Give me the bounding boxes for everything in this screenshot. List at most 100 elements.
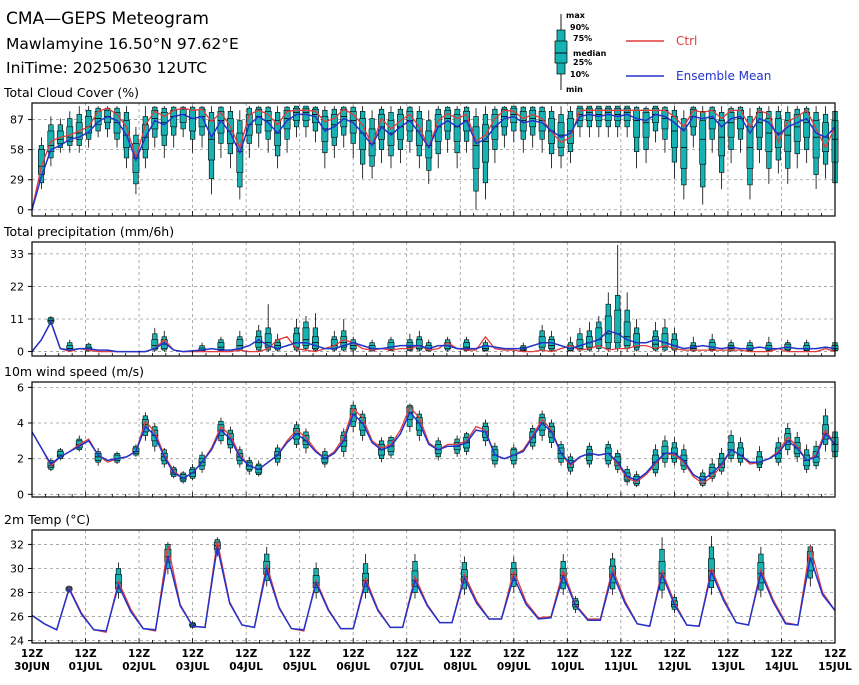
box-inner <box>472 126 480 169</box>
ensemble-mean-line <box>31 546 836 632</box>
ensemble-box <box>585 321 593 352</box>
y-tick-label: 11 <box>10 313 24 326</box>
box-inner <box>642 112 650 138</box>
x-tick-hour: 12Z <box>503 648 526 660</box>
box-inner <box>680 128 688 169</box>
ensemble-box <box>255 106 263 148</box>
ensemble-box <box>38 137 45 190</box>
box-inner <box>661 109 669 130</box>
y-tick-label: 0 <box>17 488 24 501</box>
ensemble-box <box>548 106 555 169</box>
box-inner <box>453 114 461 142</box>
ensemble-box <box>472 108 480 210</box>
x-tick-hour: 12Z <box>663 648 686 660</box>
legend-mean-label: Ensemble Mean <box>676 69 771 83</box>
ensemble-box <box>708 333 716 352</box>
ensemble-box <box>708 106 716 153</box>
panel-frame <box>31 529 836 644</box>
x-tick-date: 04JUL <box>229 661 263 673</box>
y-tick-label: 4 <box>17 417 24 430</box>
ensemble-box <box>567 106 574 164</box>
y-tick-label: 2 <box>17 453 24 466</box>
ensemble-box <box>151 327 159 352</box>
y-tick-label: 28 <box>10 587 24 600</box>
ensemble-box <box>756 446 763 472</box>
ensemble-box <box>415 330 423 352</box>
ctrl-line <box>31 540 836 633</box>
ensemble-box <box>689 336 697 352</box>
x-tick-hour: 12Z <box>770 648 793 660</box>
x-tick-date: 11JUL <box>604 661 638 673</box>
x-tick-date: 01JUL <box>69 661 103 673</box>
legend-box-label: median <box>573 49 607 58</box>
ensemble-box <box>642 106 650 164</box>
box-inner <box>387 342 395 350</box>
ensemble-box <box>463 106 470 153</box>
x-tick-date: 12JUL <box>658 661 692 673</box>
box-inner <box>784 120 792 153</box>
panel-3: 10m wind speed (m/s) 0 2 4 6 <box>4 364 839 501</box>
box-inner <box>510 107 518 123</box>
ctrl-line <box>31 107 836 210</box>
y-tick-label: 32 <box>10 538 24 551</box>
ensemble-box <box>661 435 669 468</box>
ensemble-box <box>737 437 744 466</box>
panel-1: Total Cloud Cover (%) 0 29 58 87 <box>3 85 839 217</box>
ensemble-box <box>510 105 518 143</box>
box-inner <box>293 333 300 348</box>
ensemble-box <box>585 442 593 468</box>
ensemble-box <box>491 106 499 164</box>
x-tick-date: 15JUL <box>818 661 852 673</box>
legend-ctrl-label: Ctrl <box>676 34 697 48</box>
ensemble-box <box>784 106 792 184</box>
box-inner <box>633 109 641 138</box>
ensemble-mean-line <box>31 113 836 211</box>
ensemble-box <box>727 430 735 463</box>
ensemble-box <box>576 327 584 352</box>
ensemble-box <box>179 106 187 138</box>
box-inner <box>85 116 93 134</box>
y-tick-label: 0 <box>17 204 24 217</box>
legend-box-label: 10% <box>570 70 589 79</box>
legend-box-label: max <box>566 11 586 20</box>
ensemble-box <box>746 339 754 352</box>
box-inner <box>217 110 225 134</box>
legend-box-label: 25% <box>573 58 592 67</box>
x-tick-date: 08JUL <box>443 661 477 673</box>
x-tick-date: 30JUN <box>14 661 50 673</box>
x-tick-hour: 12Z <box>610 648 633 660</box>
y-tick-label: 33 <box>10 248 24 261</box>
ensemble-box <box>680 110 688 200</box>
box-inner <box>415 339 423 349</box>
ensemble-box <box>378 106 385 164</box>
x-tick-hour: 12Z <box>289 648 312 660</box>
ensemble-mean-line <box>31 410 836 481</box>
panel-2: Total precipitation (mm/6h) 0 11 22 33 <box>3 224 839 359</box>
x-tick-date: 05JUL <box>283 661 317 673</box>
x-axis: 12Z 30JUN 12Z 01JUL 12Z 02JUL 12Z 03JUL 12Z 04JUL… <box>14 648 852 673</box>
ensemble-box <box>340 106 348 148</box>
x-tick-date: 02JUL <box>122 661 156 673</box>
box-inner <box>633 333 641 348</box>
box-inner <box>538 110 546 132</box>
y-tick-label: 22 <box>10 280 24 293</box>
legend-box-label: 75% <box>573 34 592 43</box>
ensemble-box <box>151 106 159 148</box>
box-inner <box>756 112 763 138</box>
ensemble-box <box>803 339 811 352</box>
panel-title: Total precipitation (mm/6h) <box>3 224 174 239</box>
ensemble-box <box>652 105 659 143</box>
ensemble-box <box>765 106 773 184</box>
x-tick-date: 03JUL <box>176 661 210 673</box>
ensemble-box <box>689 106 697 148</box>
ctrl-line <box>31 320 836 353</box>
box-inner <box>623 321 631 346</box>
ensemble-box <box>774 106 782 174</box>
ensemble-box <box>264 304 272 352</box>
ensemble-box <box>529 106 537 148</box>
box-inner <box>718 120 726 157</box>
ensemble-box <box>623 292 631 352</box>
box-inner <box>425 130 433 159</box>
ensemble-box <box>453 106 461 169</box>
